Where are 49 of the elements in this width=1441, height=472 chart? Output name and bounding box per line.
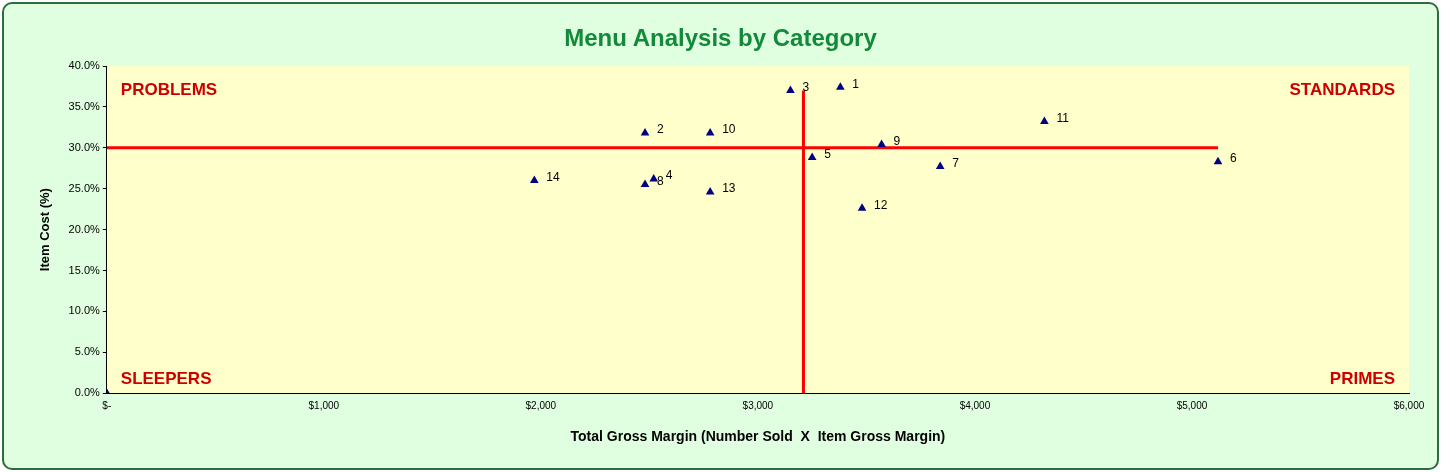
y-tick-label: 15.0% <box>68 263 100 276</box>
annotation: 3 <box>802 79 810 94</box>
annotation: 8 <box>657 173 665 188</box>
annotation: 10 <box>722 122 736 137</box>
x-tick-label: $6,000 <box>1393 399 1425 411</box>
annotation: 1 <box>852 76 860 91</box>
y-tick-label: 40.0% <box>68 59 100 72</box>
y-tick-label: 30.0% <box>68 140 100 153</box>
y-tick-label: 10.0% <box>68 304 100 317</box>
point <box>530 175 539 184</box>
chart-title: Menu Analysis by Category <box>563 24 878 52</box>
point <box>877 139 886 148</box>
annotation: PRIMES <box>1329 369 1395 389</box>
annotation: 12 <box>874 197 888 212</box>
annotation: 6 <box>1230 151 1238 166</box>
annotation: 7 <box>952 155 960 170</box>
x-axis-title: Total Gross Margin (Number Sold X Item Gross Margin) <box>570 428 946 445</box>
annotation: 5 <box>824 146 832 161</box>
point <box>640 128 650 136</box>
x-tick-label: $5,000 <box>1176 399 1208 411</box>
point <box>1040 116 1049 125</box>
y-tick-label: 20.0% <box>68 222 100 235</box>
annotation: 11 <box>1056 110 1070 125</box>
point <box>807 152 817 161</box>
point <box>705 128 715 136</box>
annotation: 13 <box>722 181 736 196</box>
x-tick-label: $1,000 <box>308 399 340 411</box>
annotation: 9 <box>893 133 901 148</box>
point <box>1213 156 1223 165</box>
annotation: SLEEPERS <box>120 369 212 389</box>
point <box>786 85 795 94</box>
x-tick-label: $- <box>102 399 112 411</box>
y-tick-label: 25.0% <box>68 181 100 194</box>
annotation: PROBLEMS <box>120 80 218 100</box>
annotation: 14 <box>546 169 561 184</box>
annotation: STANDARDS <box>1289 80 1395 100</box>
point <box>935 161 945 170</box>
point <box>640 179 650 188</box>
annotation: 4 <box>665 168 673 183</box>
y-axis-title: Item Cost (%) <box>37 188 53 272</box>
x-tick-label: $4,000 <box>959 399 991 411</box>
point <box>836 82 845 90</box>
y-tick-label: 35.0% <box>68 99 100 112</box>
annotation: 2 <box>657 122 665 137</box>
y-tick-label: 0.0% <box>74 386 100 399</box>
point <box>857 203 867 211</box>
x-tick-label: $2,000 <box>525 399 557 411</box>
x-tick-label: $3,000 <box>742 399 774 411</box>
y-tick-label: 5.0% <box>74 345 100 358</box>
